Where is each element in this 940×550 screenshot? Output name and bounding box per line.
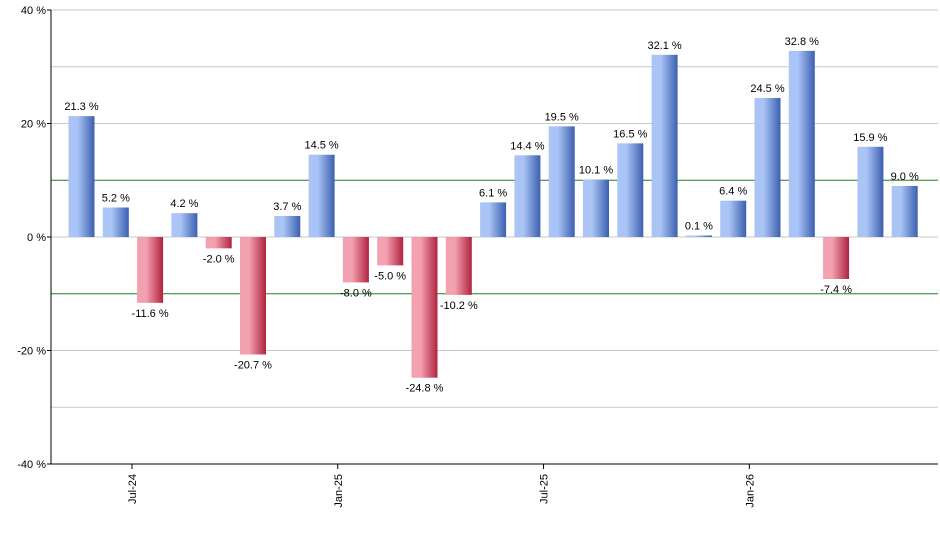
- data-label: 6.4 %: [719, 186, 747, 198]
- bar: [411, 237, 438, 378]
- y-tick-label: -20 %: [17, 346, 46, 358]
- data-labels-layer: 21.3 % 5.2 % -11.6 % 4.2 % -2.0 % -20.7 % 3.7 …: [64, 36, 919, 395]
- data-label: 0.1 %: [685, 221, 713, 233]
- y-tick-label: -40 %: [17, 459, 46, 471]
- bar: [891, 185, 918, 237]
- y-tick-label: 40 %: [21, 5, 46, 17]
- bar: [685, 235, 712, 237]
- bar: [480, 202, 507, 237]
- bar: [651, 54, 678, 237]
- data-label: 15.9 %: [853, 132, 887, 144]
- bar: [274, 216, 301, 237]
- bar: [754, 97, 781, 238]
- data-label: -5.0 %: [374, 270, 406, 282]
- axis-layer: 40 % 20 % 0 % -20 % -40 % Jul-24 Jan-25 Jul-25 J…: [17, 5, 938, 508]
- bar: [240, 237, 266, 355]
- y-tick-label: 20 %: [21, 119, 46, 131]
- data-label: 14.4 %: [510, 140, 544, 152]
- bars-layer: [68, 50, 918, 378]
- bar: [788, 50, 815, 237]
- data-label: -11.6 %: [132, 308, 169, 320]
- data-label: 24.5 %: [750, 83, 784, 95]
- data-label: 3.7 %: [273, 201, 301, 213]
- bar: [377, 237, 404, 266]
- y-tick-label: 0 %: [27, 232, 46, 244]
- data-label: -20.7 %: [234, 359, 272, 371]
- data-label: 32.1 %: [647, 40, 681, 52]
- data-label: 14.5 %: [304, 140, 338, 152]
- bar: [68, 116, 95, 237]
- data-label: 5.2 %: [102, 192, 130, 204]
- data-label: -8.0 %: [340, 287, 372, 299]
- x-tick-label: Jan-25: [333, 474, 345, 508]
- data-label: 21.3 %: [64, 101, 98, 113]
- grid-layer: [51, 9, 938, 408]
- bar: [445, 237, 472, 295]
- bar: [548, 126, 575, 237]
- bar: [342, 237, 369, 283]
- bar: [583, 179, 609, 237]
- bar: [720, 200, 747, 237]
- data-label: -2.0 %: [203, 253, 235, 265]
- bar: [308, 154, 335, 237]
- data-label: 4.2 %: [170, 198, 198, 210]
- data-label: 19.5 %: [545, 111, 579, 123]
- data-label: -10.2 %: [440, 300, 478, 312]
- x-tick-label: Jan-26: [744, 474, 756, 508]
- data-label: -24.8 %: [406, 383, 444, 395]
- x-tick-label: Jul-25: [539, 474, 551, 504]
- data-label: 6.1 %: [479, 187, 507, 199]
- bar: [857, 146, 884, 237]
- bar: [137, 237, 164, 303]
- bar: [617, 143, 644, 237]
- bar: [205, 237, 232, 249]
- bar: [102, 207, 129, 237]
- data-label: 16.5 %: [613, 128, 647, 140]
- data-label: -7.4 %: [820, 284, 852, 296]
- x-tick-label: Jul-24: [127, 474, 139, 504]
- bar: [171, 213, 198, 237]
- data-label: 32.8 %: [785, 36, 819, 48]
- bar: [514, 155, 541, 237]
- data-label: 10.1 %: [579, 165, 613, 177]
- data-label: 9.0 %: [891, 171, 919, 183]
- bar: [823, 237, 850, 279]
